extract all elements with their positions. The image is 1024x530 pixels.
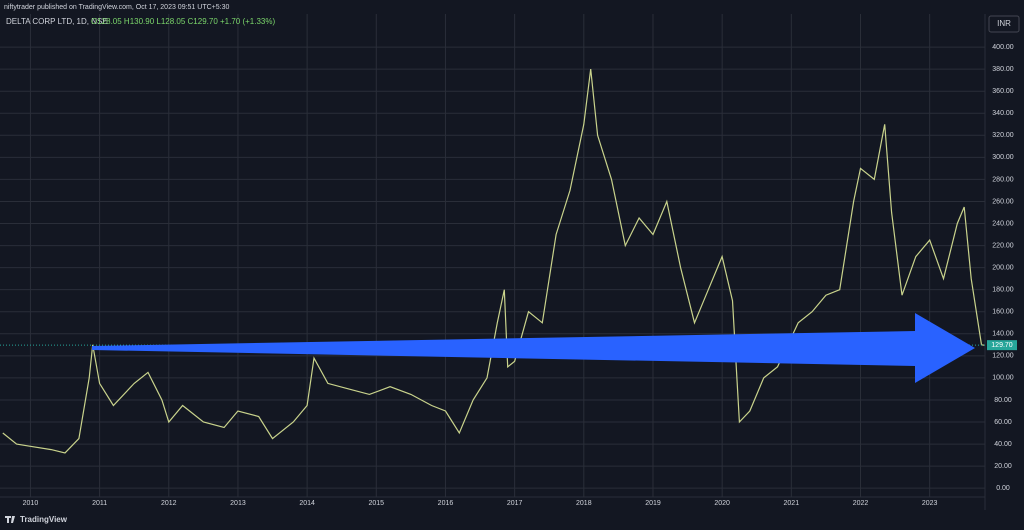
y-tick-label: 180.00 — [992, 287, 1014, 294]
footer-brand: TradingView — [20, 515, 68, 524]
x-tick-label: 2014 — [299, 500, 315, 507]
x-tick-label: 2019 — [645, 500, 661, 507]
y-tick-label: 100.00 — [992, 375, 1014, 382]
annotation-arrow — [92, 313, 975, 383]
y-tick-label: 40.00 — [994, 441, 1012, 448]
y-tick-label: 0.00 — [996, 485, 1010, 492]
y-tick-label: 360.00 — [992, 88, 1014, 95]
x-tick-label: 2018 — [576, 500, 592, 507]
x-tick-label: 2017 — [507, 500, 523, 507]
y-tick-label: 260.00 — [992, 198, 1014, 205]
x-tick-label: 2010 — [23, 500, 39, 507]
y-tick-label: 400.00 — [992, 44, 1014, 51]
y-tick-label: 80.00 — [994, 397, 1012, 404]
x-tick-label: 2012 — [161, 500, 177, 507]
y-tick-label: 300.00 — [992, 154, 1014, 161]
x-tick-label: 2020 — [714, 500, 730, 507]
y-tick-label: 320.00 — [992, 132, 1014, 139]
y-tick-label: 220.00 — [992, 242, 1014, 249]
footer-logo — [5, 516, 15, 523]
y-tick-label: 140.00 — [992, 331, 1014, 338]
last-price-label: 129.70 — [991, 342, 1013, 349]
x-tick-label: 2023 — [922, 500, 938, 507]
x-tick-label: 2015 — [369, 500, 385, 507]
y-tick-label: 60.00 — [994, 419, 1012, 426]
plot-area — [0, 14, 985, 497]
y-tick-label: 340.00 — [992, 110, 1014, 117]
y-tick-label: 380.00 — [992, 66, 1014, 73]
last-price-box — [987, 340, 1017, 351]
y-tick-label: 240.00 — [992, 220, 1014, 227]
ohlc-values: O128.05 H130.90 L128.05 C129.70 +1.70 (+… — [91, 17, 275, 26]
x-tick-label: 2021 — [784, 500, 800, 507]
y-tick-label: 280.00 — [992, 176, 1014, 183]
footer-bar — [0, 510, 1024, 530]
x-tick-label: 2011 — [92, 500, 107, 507]
currency-box — [988, 15, 1020, 33]
x-tick-label: 2022 — [853, 500, 869, 507]
x-tick-label: 2013 — [230, 500, 246, 507]
y-tick-label: 20.00 — [994, 463, 1012, 470]
y-tick-label: 120.00 — [992, 353, 1014, 360]
y-tick-label: 200.00 — [992, 264, 1014, 271]
price-line — [2, 69, 985, 454]
currency-label: INR — [997, 19, 1011, 28]
chart-title: DELTA CORP LTD, 1D, NSE — [6, 17, 108, 26]
x-tick-label: 2016 — [438, 500, 454, 507]
y-tick-label: 160.00 — [992, 309, 1014, 316]
publisher-header: niftytrader published on TradingView.com… — [4, 4, 229, 11]
